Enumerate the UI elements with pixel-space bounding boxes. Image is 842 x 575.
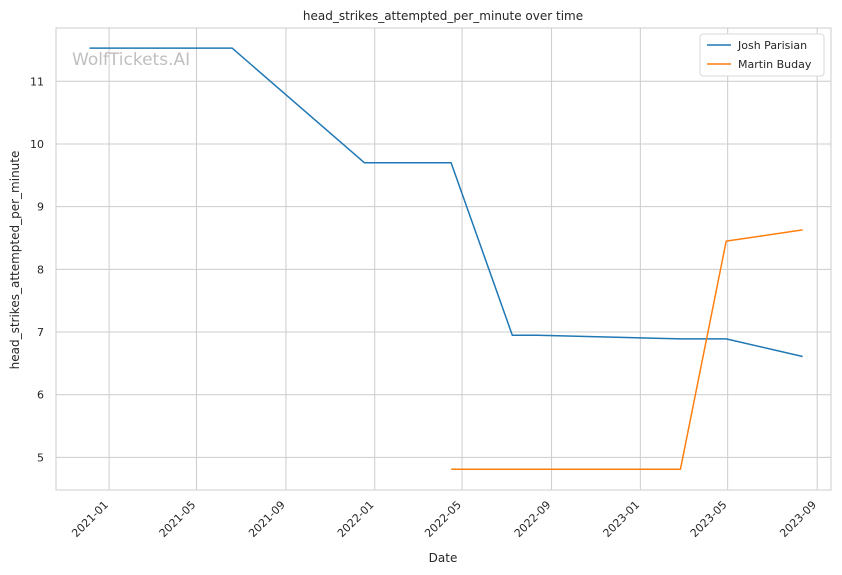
- y-tick-label: 11: [30, 75, 44, 88]
- series-layer: [89, 47, 803, 471]
- y-axis-ticks: 5 6 7 8 9 10 11: [30, 75, 44, 464]
- series-line-1: [89, 47, 803, 358]
- x-axis-label: Date: [429, 551, 458, 565]
- legend-label: Martin Buday: [738, 58, 812, 71]
- watermark: WolfTickets.AI: [72, 50, 190, 70]
- legend-label: Josh Parisian: [737, 39, 807, 52]
- y-tick-label: 10: [30, 138, 44, 151]
- y-tick-label: 5: [37, 451, 44, 464]
- grid: [56, 28, 831, 490]
- y-tick-label: 8: [37, 263, 44, 276]
- plot-frame: [55, 27, 832, 491]
- y-axis-label: head_strikes_attempted_per_minute: [8, 151, 22, 370]
- y-tick-label: 7: [37, 326, 44, 339]
- legend: Josh Parisian Martin Buday: [699, 33, 825, 77]
- series-line-2: [451, 229, 803, 471]
- y-tick-label: 6: [37, 389, 44, 402]
- chart-title: head_strikes_attempted_per_minute over t…: [303, 9, 583, 23]
- y-tick-label: 9: [37, 201, 44, 214]
